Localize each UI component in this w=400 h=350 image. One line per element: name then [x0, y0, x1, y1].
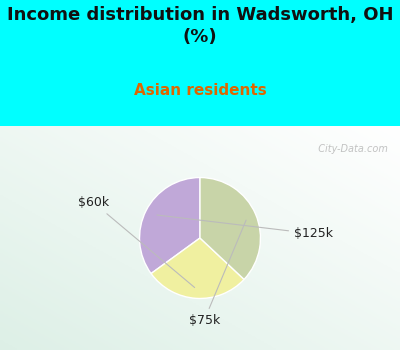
Text: $125k: $125k — [157, 215, 333, 240]
Text: Income distribution in Wadsworth, OH
(%): Income distribution in Wadsworth, OH (%) — [7, 6, 393, 47]
Text: $75k: $75k — [188, 220, 246, 327]
Text: $60k: $60k — [78, 196, 195, 287]
Wedge shape — [200, 177, 260, 279]
Wedge shape — [140, 177, 200, 274]
Text: City-Data.com: City-Data.com — [312, 144, 388, 154]
Wedge shape — [151, 238, 244, 299]
Text: Asian residents: Asian residents — [134, 83, 266, 98]
